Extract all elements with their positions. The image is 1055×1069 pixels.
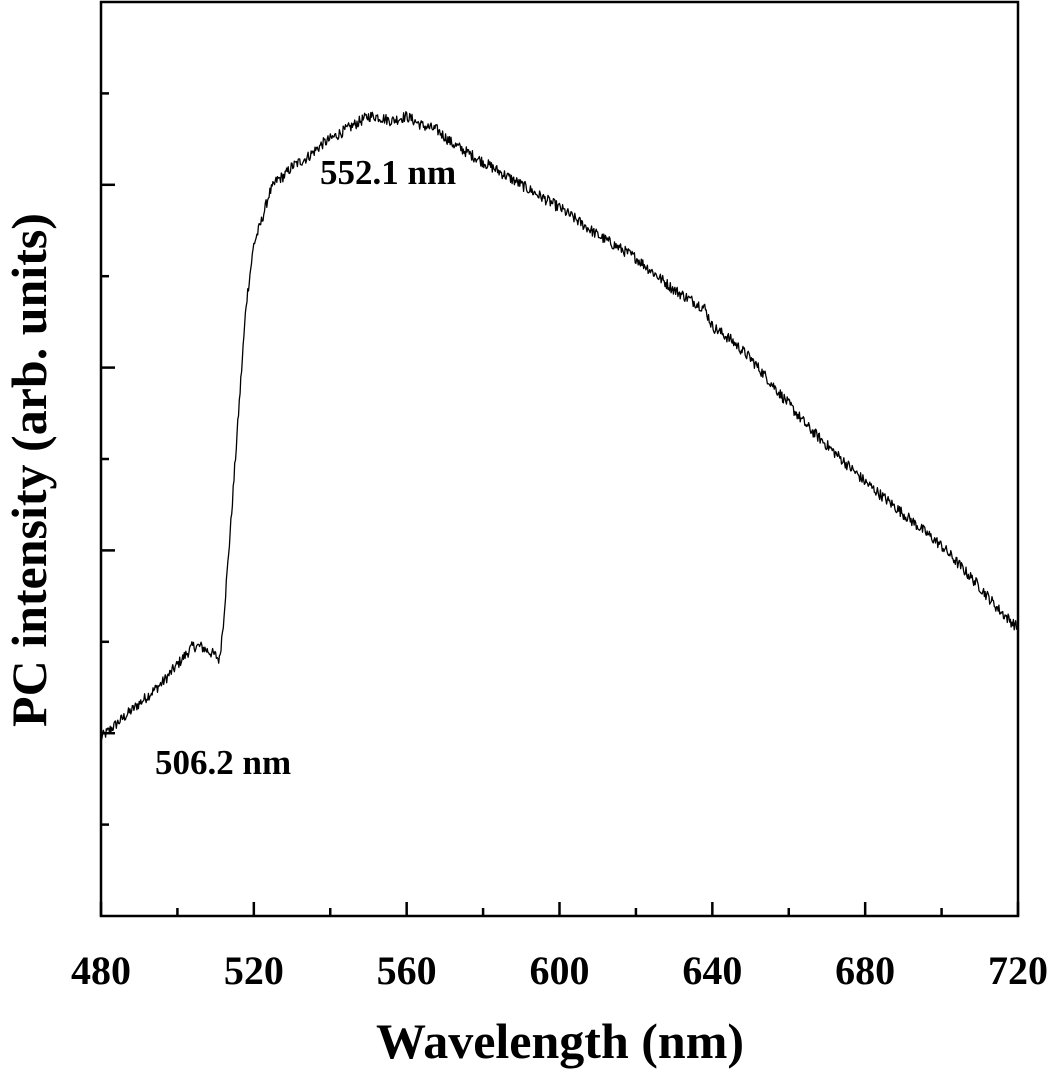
x-tick-labels: 480 520 560 600 640 680 720 (71, 948, 1048, 993)
x-axis-title: Wavelength (nm) (376, 1013, 744, 1069)
annotation-shoulder: 506.2 nm (155, 743, 291, 782)
spectrum-line (100, 111, 1019, 740)
x-tick-label: 520 (224, 948, 284, 993)
annotation-peak: 552.1 nm (320, 153, 456, 192)
x-tick-label: 680 (835, 948, 895, 993)
x-tick-label: 560 (377, 948, 437, 993)
x-tick-label: 600 (530, 948, 590, 993)
x-tick-label: 480 (71, 948, 131, 993)
x-tick-label: 640 (682, 948, 742, 993)
axis-ticks (99, 92, 1020, 916)
y-axis-title: PC intensity (arb. units) (1, 213, 57, 727)
x-tick-label: 720 (988, 948, 1048, 993)
